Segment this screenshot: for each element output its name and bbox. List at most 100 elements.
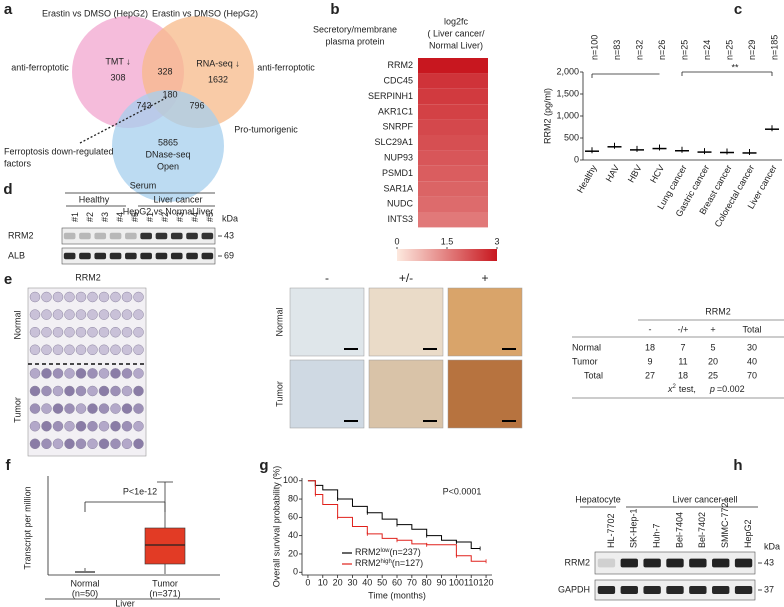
box: [75, 571, 95, 573]
tma-core: [110, 420, 121, 432]
tma-core: [52, 291, 64, 303]
ihc-image: [368, 287, 444, 357]
label: kDa: [764, 541, 780, 551]
box: [144, 527, 186, 565]
blot-band: [666, 558, 684, 568]
lane-label: #5: [205, 212, 215, 222]
y-tick-label: 500: [564, 132, 579, 142]
cell: 11: [678, 356, 687, 366]
label: Open: [157, 161, 179, 171]
row-label: INTS3: [387, 214, 413, 224]
n-label: n=185: [769, 35, 779, 60]
blot-band: [94, 252, 107, 260]
tma-core: [41, 309, 52, 320]
tma-core: [110, 368, 121, 379]
tma-core: [87, 326, 98, 338]
y-tick-label: 1,000: [556, 110, 579, 120]
label: Secretory/membrane: [313, 24, 397, 34]
row-label: Normal: [12, 310, 22, 339]
lane-label: #4: [115, 212, 125, 222]
panel-label: f: [6, 457, 12, 474]
x-tick-label: 90: [437, 577, 447, 587]
tma-core: [98, 291, 110, 303]
blot-band: [734, 558, 753, 568]
ihc-image: [447, 287, 523, 357]
tma-core: [29, 368, 41, 379]
row-label: SERPINH1: [368, 91, 413, 101]
blot-band: [155, 232, 168, 240]
tma-core: [52, 344, 64, 356]
tma-core: [110, 385, 121, 397]
blot-band: [109, 232, 122, 240]
pval: =0.002: [717, 384, 745, 394]
heat-cell: [418, 165, 488, 182]
colorbar-tick-label: 3: [494, 236, 499, 246]
heat-cell: [418, 73, 488, 89]
tma-core: [133, 368, 144, 379]
lane-label: #1: [70, 212, 80, 222]
y-tick-label: 60: [288, 512, 298, 522]
heat-cell: [418, 135, 488, 151]
legend-entry: RRM2high(n=127): [355, 558, 423, 568]
panel-label: g: [259, 457, 268, 474]
tma-core: [75, 403, 87, 414]
label: RNA-seq ↓: [196, 58, 240, 68]
n-label: n=100: [589, 35, 599, 60]
tma-core: [87, 385, 98, 397]
legend-n: (n=237): [390, 547, 421, 557]
size-label: 43: [764, 557, 774, 567]
label: 328: [157, 66, 172, 76]
label: Pro-tumorigenic: [234, 124, 298, 134]
axis-title: Transcript per million: [22, 486, 32, 569]
y-tick-label: 40: [288, 530, 298, 540]
row-label: Tumor: [572, 356, 598, 366]
col-header: Total: [742, 324, 761, 334]
legend-entry: RRM2low(n=237): [355, 547, 421, 557]
lane-label: #1: [145, 212, 155, 222]
cell: 18: [678, 370, 688, 380]
tma-core: [110, 403, 121, 414]
tma-core: [133, 403, 144, 414]
tma-core: [121, 309, 133, 320]
tma-core: [52, 326, 64, 338]
blot-band: [597, 558, 616, 568]
label: HepG2 vs Normal liver: [123, 206, 214, 216]
lane-label: Huh-7: [652, 523, 662, 548]
colorbar-tick-label: 1.5: [441, 236, 454, 246]
tma-core: [29, 438, 41, 450]
panel-label: a: [4, 1, 13, 18]
x-tick-label: 50: [377, 577, 387, 587]
lane-label: SMMC-7721: [720, 497, 730, 548]
label: kDa: [222, 213, 238, 223]
tma-core: [41, 403, 52, 414]
tma-core: [98, 326, 110, 338]
blot-band: [712, 558, 730, 568]
lane-label: #4: [190, 212, 200, 222]
blot-band: [63, 232, 76, 240]
axis-title: RRM2 (pg/ml): [542, 88, 552, 144]
heat-cell: [418, 104, 488, 120]
blot-band: [689, 558, 707, 568]
tma-core: [121, 368, 133, 379]
row-label: RRM2: [564, 557, 590, 567]
tma-core: [133, 326, 144, 338]
y-tick-label: 100: [283, 475, 298, 485]
tma-core: [75, 344, 87, 356]
heat-cell: [418, 181, 488, 197]
venn-set: [112, 90, 224, 202]
y-tick-label: 20: [288, 548, 298, 558]
lane-label: SK-Hep-1: [629, 508, 639, 548]
tma-core: [29, 403, 41, 414]
tma-core: [75, 368, 87, 379]
blot-band: [63, 252, 76, 260]
tma-core: [64, 291, 75, 303]
blot-band: [186, 232, 198, 240]
lane-label: #2: [160, 212, 170, 222]
size-label: 43: [224, 230, 234, 240]
lane-label: HL-7702: [606, 513, 616, 548]
tma-core: [41, 291, 52, 303]
label: anti-ferroptotic: [11, 62, 69, 72]
tma-core: [64, 385, 75, 397]
col-label: -: [325, 271, 329, 285]
col-header: -/+: [678, 324, 689, 334]
